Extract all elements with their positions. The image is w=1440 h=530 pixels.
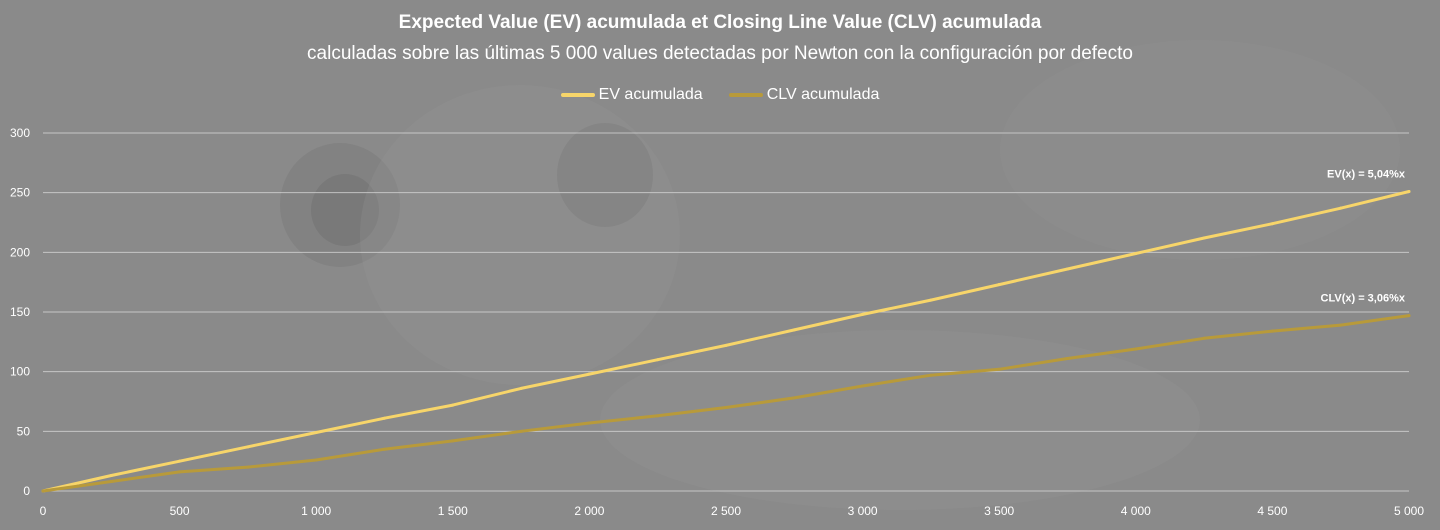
annotation-clv: CLV(x) = 3,06%x (1321, 293, 1406, 305)
data-point-ev (246, 445, 250, 449)
data-point-clv (178, 470, 182, 474)
y-tick-label: 50 (17, 424, 31, 438)
data-point-clv (587, 421, 591, 425)
data-point-ev (656, 358, 660, 362)
x-tick-label: 500 (170, 504, 190, 518)
data-point-clv (41, 489, 45, 493)
x-tick-label: 4 500 (1257, 504, 1287, 518)
x-tick-label: 5 000 (1394, 504, 1424, 518)
data-point-clv (724, 405, 728, 409)
data-point-ev (861, 312, 865, 316)
legend-item-ev: EV acumulada (560, 86, 703, 104)
y-tick-label: 200 (10, 245, 30, 259)
data-point-ev (724, 343, 728, 347)
chart-legend: EV acumulada CLV acumulada (0, 86, 1440, 104)
legend-swatch-clv (728, 93, 763, 97)
data-point-clv (314, 458, 318, 462)
data-point-ev (792, 328, 796, 332)
data-point-clv (656, 414, 660, 418)
data-point-clv (929, 373, 933, 377)
y-tick-label: 0 (23, 484, 30, 498)
data-point-ev (451, 403, 455, 407)
legend-label-ev: EV acumulada (598, 86, 703, 103)
data-point-clv (109, 479, 113, 483)
data-point-ev (1134, 252, 1138, 256)
annotation-ev: EV(x) = 5,04%x (1327, 168, 1406, 180)
data-point-ev (1270, 222, 1274, 226)
data-point-clv (997, 367, 1001, 371)
data-point-clv (1134, 347, 1138, 351)
x-tick-label: 3 000 (848, 504, 878, 518)
data-point-ev (1066, 267, 1069, 271)
data-point-ev (587, 372, 591, 376)
data-point-clv (861, 384, 865, 388)
y-tick-label: 150 (10, 305, 30, 319)
chart-subtitle: calculadas sobre las últimas 5 000 value… (307, 43, 1133, 64)
chart-title: Expected Value (EV) acumulada et Closing… (398, 12, 1042, 33)
data-point-ev (178, 459, 182, 463)
data-point-clv (1407, 314, 1411, 318)
data-point-clv (1202, 336, 1206, 340)
data-point-clv (792, 396, 796, 400)
data-point-ev (1339, 206, 1343, 210)
y-tick-label: 100 (10, 365, 30, 379)
x-tick-label: 2 500 (711, 504, 741, 518)
data-point-ev (383, 416, 386, 420)
data-point-ev (929, 298, 933, 302)
legend-swatch-ev (560, 93, 595, 97)
x-tick-label: 1 000 (301, 504, 331, 518)
series-line-clv (41, 314, 1411, 493)
data-point-clv (1066, 357, 1069, 361)
data-point-ev (314, 431, 318, 435)
y-tick-label: 250 (10, 186, 30, 200)
x-tick-label: 0 (40, 504, 47, 518)
data-point-clv (383, 447, 386, 451)
x-tick-label: 1 500 (438, 504, 468, 518)
data-point-clv (1339, 323, 1343, 327)
legend-label-clv: CLV acumulada (766, 86, 880, 103)
data-point-clv (1270, 329, 1274, 333)
x-tick-label: 2 000 (574, 504, 604, 518)
legend-item-clv: CLV acumulada (728, 86, 880, 104)
data-point-ev (997, 283, 1001, 287)
data-point-ev (1202, 236, 1206, 240)
data-point-clv (451, 439, 455, 443)
data-point-ev (1407, 189, 1411, 193)
data-point-ev (109, 473, 113, 477)
data-point-clv (519, 429, 523, 433)
data-point-clv (246, 465, 250, 469)
x-tick-label: 3 500 (984, 504, 1014, 518)
data-point-ev (519, 386, 523, 390)
y-tick-label: 300 (10, 126, 30, 140)
x-tick-label: 4 000 (1121, 504, 1151, 518)
